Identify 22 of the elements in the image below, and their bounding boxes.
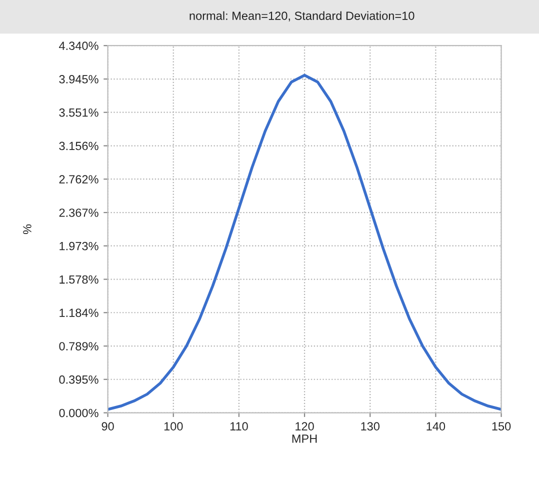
y-tick-label: 1.184% [60, 308, 98, 318]
y-tick-label: 0.789% [59, 342, 98, 350]
y-tick-label: 3.551% [59, 108, 98, 117]
y-tick-label: 1.578% [60, 275, 98, 284]
y-tick-label: 3.156% [59, 142, 98, 150]
y-tick-label: 0.000% [59, 408, 98, 418]
y-tick-label: 1.973% [60, 242, 98, 250]
chart-title: normal: Mean=120, Standard Deviation=10 [190, 11, 414, 22]
x-tick-label: 110 [230, 422, 248, 430]
x-axis-title: MPH [292, 434, 317, 443]
y-axis-title: % [23, 224, 32, 234]
x-tick-label: 150 [492, 422, 511, 430]
x-tick-label: 90 [102, 422, 114, 430]
x-tick-label: 140 [426, 422, 446, 430]
y-tick-label: 2.367% [59, 208, 98, 217]
y-tick-label: 3.945% [59, 75, 98, 84]
x-tick-label: 130 [361, 422, 380, 430]
x-tick-label: 120 [296, 422, 314, 430]
y-tick-label: 2.762% [59, 175, 98, 184]
y-tick-label: 0.395% [59, 375, 98, 384]
y-tick-label: 4.340% [59, 42, 98, 50]
x-tick-label: 100 [164, 422, 183, 430]
